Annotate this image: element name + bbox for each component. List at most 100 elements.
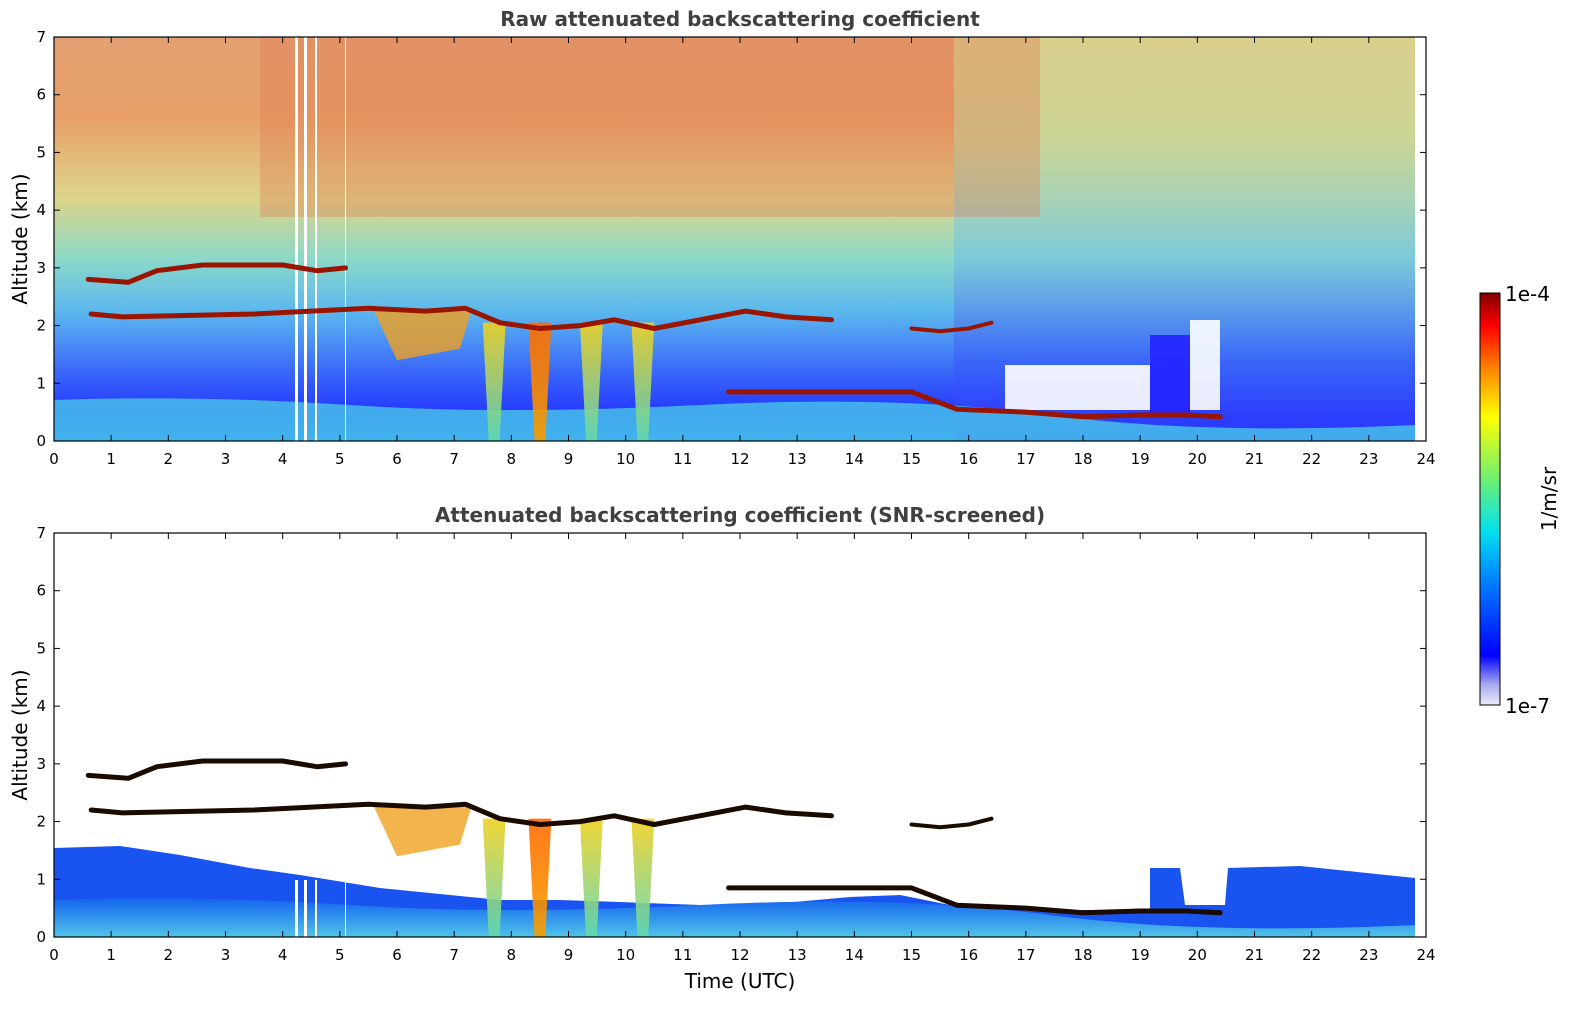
x-tick-label: 2: [164, 946, 174, 964]
y-tick-label: 4: [36, 201, 46, 219]
middle-cloud-layer: [88, 305, 834, 331]
x-tick-label: 8: [507, 450, 517, 468]
virga-region: [374, 807, 472, 857]
x-tick-label: 18: [1073, 946, 1092, 964]
y-tick-label: 2: [36, 317, 46, 335]
colorbar-gradient: [1479, 292, 1501, 706]
x-tick-label: 21: [1245, 450, 1264, 468]
x-tick-label: 11: [673, 946, 692, 964]
bottom-heatmap: [54, 533, 1426, 937]
y-tick-label: 5: [36, 639, 46, 657]
x-tick-label: 12: [730, 946, 749, 964]
y-tick-label: 2: [36, 813, 46, 831]
upper-cloud-layer: [85, 262, 349, 285]
x-tick-label: 18: [1073, 450, 1092, 468]
x-tick-label: 3: [221, 946, 231, 964]
y-tick-label: 3: [36, 755, 46, 773]
colorbar-min-label: 1e-7: [1505, 694, 1550, 718]
broken-cloud-layer: [909, 816, 994, 830]
x-tick-label: 0: [49, 450, 59, 468]
top-panel-title: Raw attenuated backscattering coefficien…: [500, 7, 980, 31]
precipitation-streak: [631, 322, 655, 441]
precipitation-streak: [528, 322, 552, 441]
x-tick-label: 7: [449, 946, 459, 964]
x-tick-label: 10: [616, 946, 635, 964]
colorbar-unit-label: 1/m/sr: [1537, 466, 1561, 531]
x-axis-label: Time (UTC): [684, 969, 796, 993]
low-cloud-layer: [726, 885, 1223, 916]
x-tick-label: 24: [1416, 946, 1435, 964]
x-tick-label: 1: [106, 450, 116, 468]
x-tick-label: 14: [845, 946, 864, 964]
x-tick-label: 15: [902, 946, 921, 964]
y-tick-label: 7: [36, 28, 46, 46]
x-tick-label: 22: [1302, 946, 1321, 964]
x-tick-label: 15: [902, 450, 921, 468]
precipitation-streak: [579, 818, 603, 937]
x-tick-label: 5: [335, 946, 345, 964]
x-tick-label: 2: [164, 450, 174, 468]
x-tick-label: 23: [1359, 946, 1378, 964]
colorbar: 1e-4 1e-7 1/m/sr: [1479, 282, 1561, 718]
colorbar-max-label: 1e-4: [1505, 282, 1550, 306]
bottom-cloud-features: [85, 758, 1223, 937]
x-tick-label: 12: [730, 450, 749, 468]
y-tick-label: 7: [36, 524, 46, 542]
x-tick-label: 0: [49, 946, 59, 964]
x-tick-label: 23: [1359, 450, 1378, 468]
top-panel: Raw attenuated backscattering coefficien…: [8, 7, 1436, 468]
bottom-panel: Attenuated backscattering coefficient (S…: [8, 503, 1436, 993]
precipitation-streak: [631, 818, 655, 937]
x-tick-label: 17: [1016, 946, 1035, 964]
x-tick-label: 8: [507, 946, 517, 964]
x-tick-label: 9: [564, 946, 574, 964]
x-tick-label: 20: [1188, 946, 1207, 964]
y-tick-label: 1: [36, 374, 46, 392]
precipitation-streak: [482, 322, 506, 441]
bottom-y-axis-label: Altitude (km): [8, 669, 32, 800]
broken-cloud-layer: [909, 320, 994, 334]
low-cloud-layer: [726, 389, 1223, 420]
x-tick-label: 16: [959, 946, 978, 964]
top-axes: 0 1 2 3 4 5 6 7 8 9 10 11 12 13 14 15 16 17 18 19 20 21 22 23 24…: [36, 28, 1435, 468]
middle-cloud-layer: [88, 801, 834, 827]
x-tick-label: 10: [616, 450, 635, 468]
x-tick-label: 14: [845, 450, 864, 468]
y-tick-label: 6: [36, 86, 46, 104]
x-tick-label: 6: [392, 450, 402, 468]
top-heatmap: [54, 37, 1426, 441]
x-tick-label: 4: [278, 946, 288, 964]
precipitation-streak: [579, 322, 603, 441]
y-tick-label: 0: [36, 432, 46, 450]
x-tick-label: 21: [1245, 946, 1264, 964]
x-tick-label: 17: [1016, 450, 1035, 468]
x-tick-label: 19: [1131, 450, 1150, 468]
x-tick-label: 7: [449, 450, 459, 468]
top-y-axis-label: Altitude (km): [8, 173, 32, 304]
x-tick-label: 13: [788, 450, 807, 468]
upper-cloud-layer: [85, 758, 349, 781]
x-tick-label: 13: [788, 946, 807, 964]
x-tick-label: 6: [392, 946, 402, 964]
y-tick-label: 6: [36, 582, 46, 600]
bottom-panel-title: Attenuated backscattering coefficient (S…: [435, 503, 1045, 527]
precipitation-streak: [528, 818, 552, 937]
y-tick-label: 4: [36, 697, 46, 715]
precipitation-streak: [482, 818, 506, 937]
virga-region: [374, 311, 472, 361]
y-tick-label: 5: [36, 143, 46, 161]
x-tick-label: 1: [106, 946, 116, 964]
x-tick-label: 24: [1416, 450, 1435, 468]
top-cloud-features: [85, 262, 1223, 441]
x-tick-label: 9: [564, 450, 574, 468]
x-tick-label: 11: [673, 450, 692, 468]
x-tick-label: 22: [1302, 450, 1321, 468]
x-tick-label: 20: [1188, 450, 1207, 468]
y-tick-label: 0: [36, 928, 46, 946]
x-tick-label: 3: [221, 450, 231, 468]
x-tick-label: 19: [1131, 946, 1150, 964]
y-tick-label: 3: [36, 259, 46, 277]
y-tick-label: 1: [36, 870, 46, 888]
x-tick-label: 5: [335, 450, 345, 468]
